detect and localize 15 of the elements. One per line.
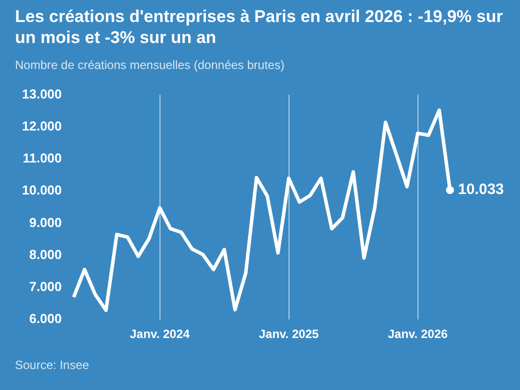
y-tick-label: 7.000 [29,279,62,294]
chart-title: Les créations d'entreprises à Paris en avril 2026 : -19,9% sur un mois et -3% sur un an [15,6,504,48]
source-note: Source: Insee [15,358,90,372]
x-tick-label: Janv. 2024 [130,327,190,342]
x-tick-label: Janv. 2025 [258,327,319,342]
x-tick-label: Janv. 2026 [388,327,448,342]
y-tick-label: 11.000 [22,150,62,166]
y-tick-label: 13.000 [22,86,62,102]
y-tick-label: 12.000 [22,118,62,134]
data-label: 10.033 [458,181,504,198]
chart-subtitle: Nombre de créations mensuelles (données brutes) [15,58,284,72]
y-tick-label: 8.000 [29,246,62,262]
y-tick-label: 9.000 [29,214,62,230]
y-tick-label: 6.000 [29,311,62,326]
y-tick-label: 10.000 [22,182,62,198]
